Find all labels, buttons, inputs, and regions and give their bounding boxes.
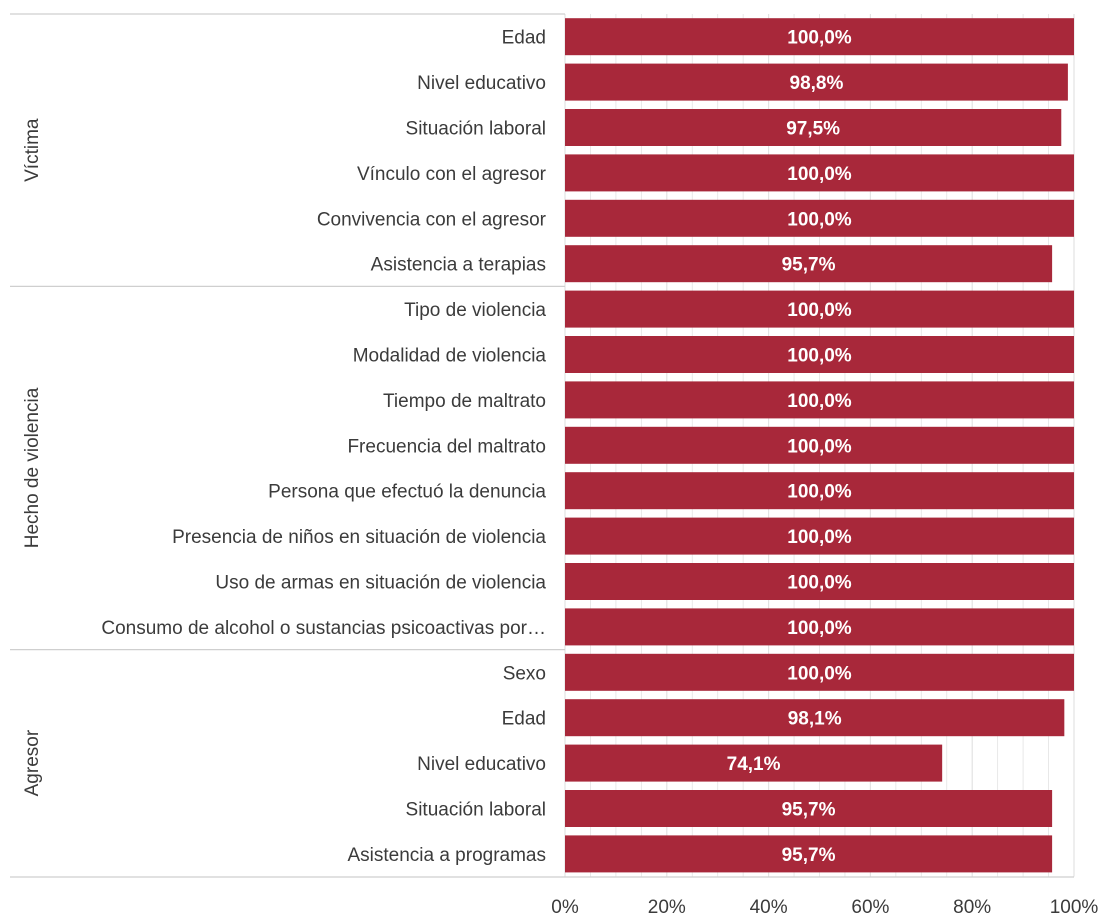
bar-value-label: 98,8% (790, 73, 844, 94)
bar-value-label: 98,1% (788, 709, 842, 730)
x-tick-label: 40% (750, 897, 788, 914)
x-axis-ticks: 0% 20% 40% 60% 80% 100% (551, 897, 1099, 918)
bar (565, 517, 1074, 555)
bar-value-label: 100,0% (787, 663, 852, 684)
bar (565, 472, 1074, 510)
bar-value-label: 100,0% (787, 28, 852, 49)
bar-value-label: 74,1% (727, 754, 781, 775)
bar (565, 336, 1074, 373)
bar (565, 290, 1074, 328)
category-label: Tiempo de maltrato (383, 391, 546, 412)
bar-value-label: 100,0% (787, 527, 852, 548)
bar-value-label: 100,0% (787, 300, 852, 321)
bar (565, 653, 1074, 691)
bar-value-label: 100,0% (787, 618, 852, 639)
x-tick-label: 20% (648, 897, 686, 914)
bar (565, 563, 1074, 600)
bar (565, 699, 1065, 737)
group-label: Hecho de violencia (22, 387, 43, 548)
group-label: Agresor (22, 729, 43, 796)
bar (565, 63, 1068, 101)
category-label: Asistencia a terapias (371, 255, 546, 276)
bar (565, 245, 1053, 283)
category-label: Vínculo con el agresor (357, 164, 547, 185)
bar (565, 744, 943, 782)
category-label: Nivel educativo (417, 754, 546, 775)
category-label: Situación laboral (406, 800, 546, 821)
group-labels: Víctima Hecho de violencia Agresor (10, 13, 565, 796)
x-tick-label: 60% (851, 897, 889, 914)
bar-value-label: 100,0% (787, 164, 852, 185)
bar (565, 835, 1053, 873)
category-label: Consumo de alcohol o sustancias psicoact… (101, 618, 546, 639)
bar (565, 109, 1062, 146)
category-label: Asistencia a programas (347, 845, 546, 866)
x-tick-label: 0% (551, 897, 579, 914)
bar-value-label: 97,5% (786, 119, 840, 140)
category-label: Sexo (503, 663, 546, 684)
bar-value-label: 100,0% (787, 573, 852, 594)
category-label: Edad (502, 28, 546, 49)
bar (565, 154, 1074, 192)
bar (565, 381, 1074, 419)
category-label: Nivel educativo (417, 73, 546, 94)
bar-value-label: 95,7% (782, 255, 836, 276)
category-label: Situación laboral (406, 119, 546, 140)
category-label: Persona que efectuó la denuncia (268, 482, 546, 503)
bar-value-label: 95,7% (782, 800, 836, 821)
bar-value-label: 95,7% (782, 845, 836, 866)
bar (565, 426, 1074, 464)
category-labels: Edad Nivel educativo Situación laboral Vínc… (101, 28, 546, 866)
x-tick-label: 80% (953, 897, 991, 914)
x-tick-label: 100% (1050, 897, 1099, 914)
bar (565, 18, 1074, 56)
category-label: Tipo de violencia (404, 300, 546, 321)
category-label: Convivencia con el agresor (317, 209, 547, 230)
category-label: Presencia de niños en situación de viole… (172, 527, 546, 548)
bars (565, 18, 1074, 873)
category-label: Modalidad de violencia (353, 346, 547, 367)
bar-value-label: 100,0% (787, 482, 852, 503)
value-labels: 100,0% 98,8% 97,5% 100,0% 100,0% 95,7% 100,0% 1… (727, 28, 852, 866)
bar-value-label: 100,0% (787, 346, 852, 367)
bar-value-label: 100,0% (787, 391, 852, 412)
category-label: Uso de armas en situación de violencia (215, 573, 546, 594)
category-label: Frecuencia del maltrato (347, 436, 546, 457)
bar (565, 790, 1053, 827)
bar-value-label: 100,0% (787, 209, 852, 230)
bar-value-label: 100,0% (787, 436, 852, 457)
category-label: Edad (502, 709, 546, 730)
bar (565, 608, 1074, 646)
group-label: Víctima (22, 118, 43, 182)
bar (565, 199, 1074, 237)
